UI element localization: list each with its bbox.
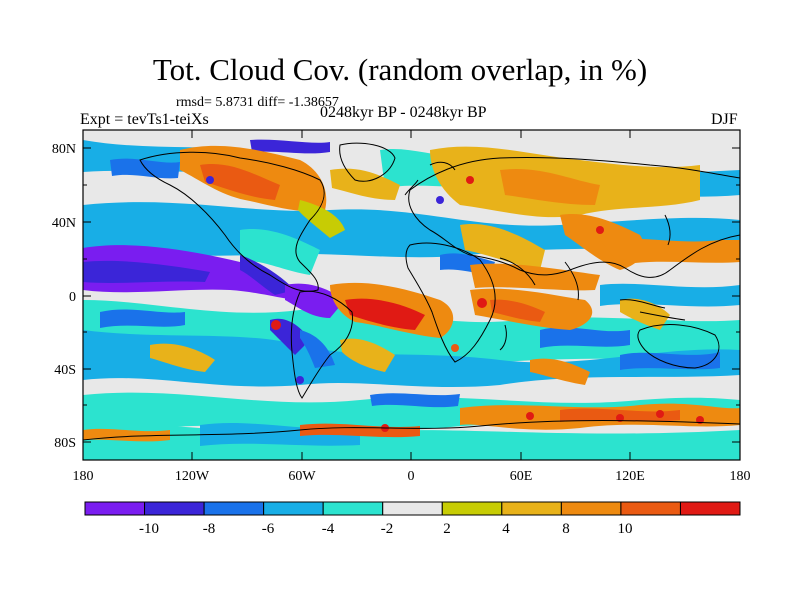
lon-tick-label: 120E <box>615 469 645 484</box>
colorbar-swatch <box>144 501 205 516</box>
colorbar-swatch <box>679 501 741 516</box>
coastlines <box>82 142 741 441</box>
colorbar-label: -10 <box>139 521 159 537</box>
cloud-cover-field <box>83 130 740 460</box>
lon-tick-label: 0 <box>408 469 415 484</box>
lon-tick-label: 180 <box>730 469 751 484</box>
colorbar-label: 10 <box>618 521 633 537</box>
season-label: DJF <box>711 111 738 128</box>
colorbar-swatch <box>84 501 146 516</box>
stats-text: rmsd= 5.8731 diff= -1.38657 <box>176 95 339 110</box>
colorbar-swatch <box>501 501 562 516</box>
colorbar-swatch <box>560 501 622 516</box>
lat-tick-label: 80S <box>54 436 76 451</box>
lon-tick-label: 60E <box>510 469 533 484</box>
lat-tick-label: 40S <box>54 363 76 378</box>
colorbar-label: -4 <box>322 521 335 537</box>
colorbar-swatch <box>203 501 265 516</box>
lon-tick-label: 60W <box>288 469 316 484</box>
colorbar-label: -6 <box>262 521 275 537</box>
colorbar-swatch <box>263 501 324 516</box>
colorbar-label: -2 <box>381 521 394 537</box>
lat-tick-label: 0 <box>69 290 76 305</box>
lat-tick-label: 40N <box>52 216 76 231</box>
colorbar-label: 8 <box>562 521 570 537</box>
colorbar-swatch <box>441 501 503 516</box>
period-label: 0248kyr BP - 0248kyr BP <box>320 104 487 121</box>
colorbar-swatch <box>322 501 384 516</box>
colorbar <box>84 501 741 516</box>
lon-tick-label: 120W <box>175 469 210 484</box>
colorbar-swatch <box>620 501 681 516</box>
experiment-label: Expt = tevTs1-teiXs <box>80 111 209 128</box>
colorbar-label: 4 <box>502 521 510 537</box>
colorbar-label: 2 <box>443 521 451 537</box>
colorbar-swatch <box>382 501 443 516</box>
plot-title: Tot. Cloud Cov. (random overlap, in %) <box>152 52 648 87</box>
lat-tick-label: 80N <box>52 142 76 157</box>
lon-tick-label: 180 <box>73 469 94 484</box>
colorbar-label: -8 <box>203 521 216 537</box>
